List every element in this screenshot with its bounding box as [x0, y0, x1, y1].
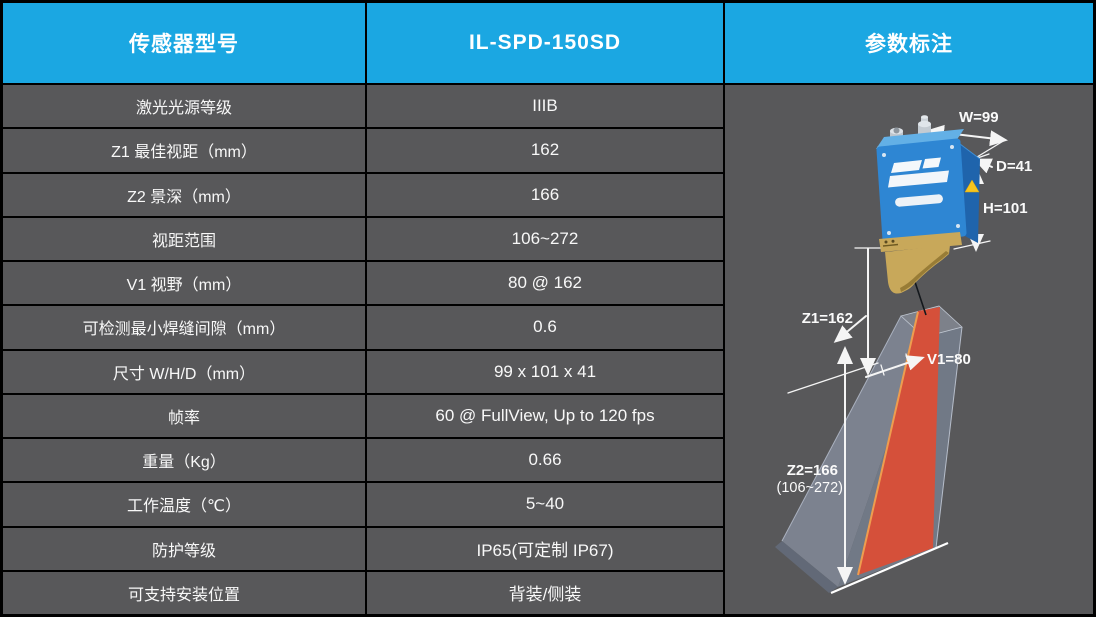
- spec-value-cell: 106~272: [367, 217, 723, 260]
- spec-label-cell: 可检测最小焊缝间隙（mm）: [3, 306, 365, 349]
- laser-warning-triangle-icon: [964, 179, 980, 193]
- spec-label-cell: 重量（Kg）: [3, 439, 365, 482]
- spec-label-cell: 尺寸 W/H/D（mm）: [3, 350, 365, 393]
- device-slot: [895, 194, 943, 207]
- dimension-label-h: H=101: [983, 200, 1028, 217]
- parameter-diagram: W=99 D=41 H=101 Z1=162 V1=80 Z2=166 (106…: [775, 109, 1032, 595]
- dimension-label-v1: V1=80: [927, 351, 971, 368]
- spec-value-cell: IIIB: [367, 85, 723, 128]
- dimension-label-d: D=41: [996, 158, 1032, 175]
- spec-value-cell: IP65(可定制 IP67): [367, 527, 723, 570]
- spec-label-cell: Z2 景深（mm）: [3, 173, 365, 216]
- dimension-label-z1: Z1=162: [802, 310, 853, 327]
- spec-value-cell: 0.66: [367, 439, 723, 482]
- header-parameter-annotation-label: 参数标注: [725, 3, 1093, 83]
- spec-label-cell: 工作温度（℃）: [3, 483, 365, 526]
- spec-value-cell: 99 x 101 x 41: [367, 350, 723, 393]
- spec-label-cell: 可支持安装位置: [3, 571, 365, 614]
- parameter-diagram-panel: W=99 D=41 H=101 Z1=162 V1=80 Z2=166 (106…: [725, 85, 1093, 614]
- header-model-number: IL-SPD-150SD: [367, 3, 723, 83]
- spec-value-cell: 背装/侧装: [367, 571, 723, 614]
- spec-label-cell: 视距范围: [3, 217, 365, 260]
- spec-value-cell: 162: [367, 129, 723, 172]
- spec-value-cell: 5~40: [367, 483, 723, 526]
- mounting-bracket: [879, 232, 962, 294]
- dimension-label-z2: Z2=166: [787, 462, 838, 479]
- spec-label-cell: V1 视野（mm）: [3, 262, 365, 305]
- spec-value-cell: 60 @ FullView, Up to 120 fps: [367, 394, 723, 437]
- device-label-stripe: [891, 160, 922, 173]
- dimension-label-w: W=99: [959, 109, 999, 126]
- device-label-stripe: [922, 157, 941, 169]
- device-label-stripe: [888, 170, 949, 188]
- spec-label-cell: 帧率: [3, 394, 365, 437]
- header-sensor-model-label: 传感器型号: [3, 3, 365, 83]
- dimension-label-z2-range: (106~272): [776, 480, 843, 496]
- spec-label-cell: 激光光源等级: [3, 85, 365, 128]
- spec-label-cell: Z1 最佳视距（mm）: [3, 129, 365, 172]
- spec-value-cell: 80 @ 162: [367, 262, 723, 305]
- spec-value-cell: 166: [367, 173, 723, 216]
- sensor-device-illustration: [876, 115, 981, 294]
- spec-label-cell: 防护等级: [3, 527, 365, 570]
- spec-value-cell: 0.6: [367, 306, 723, 349]
